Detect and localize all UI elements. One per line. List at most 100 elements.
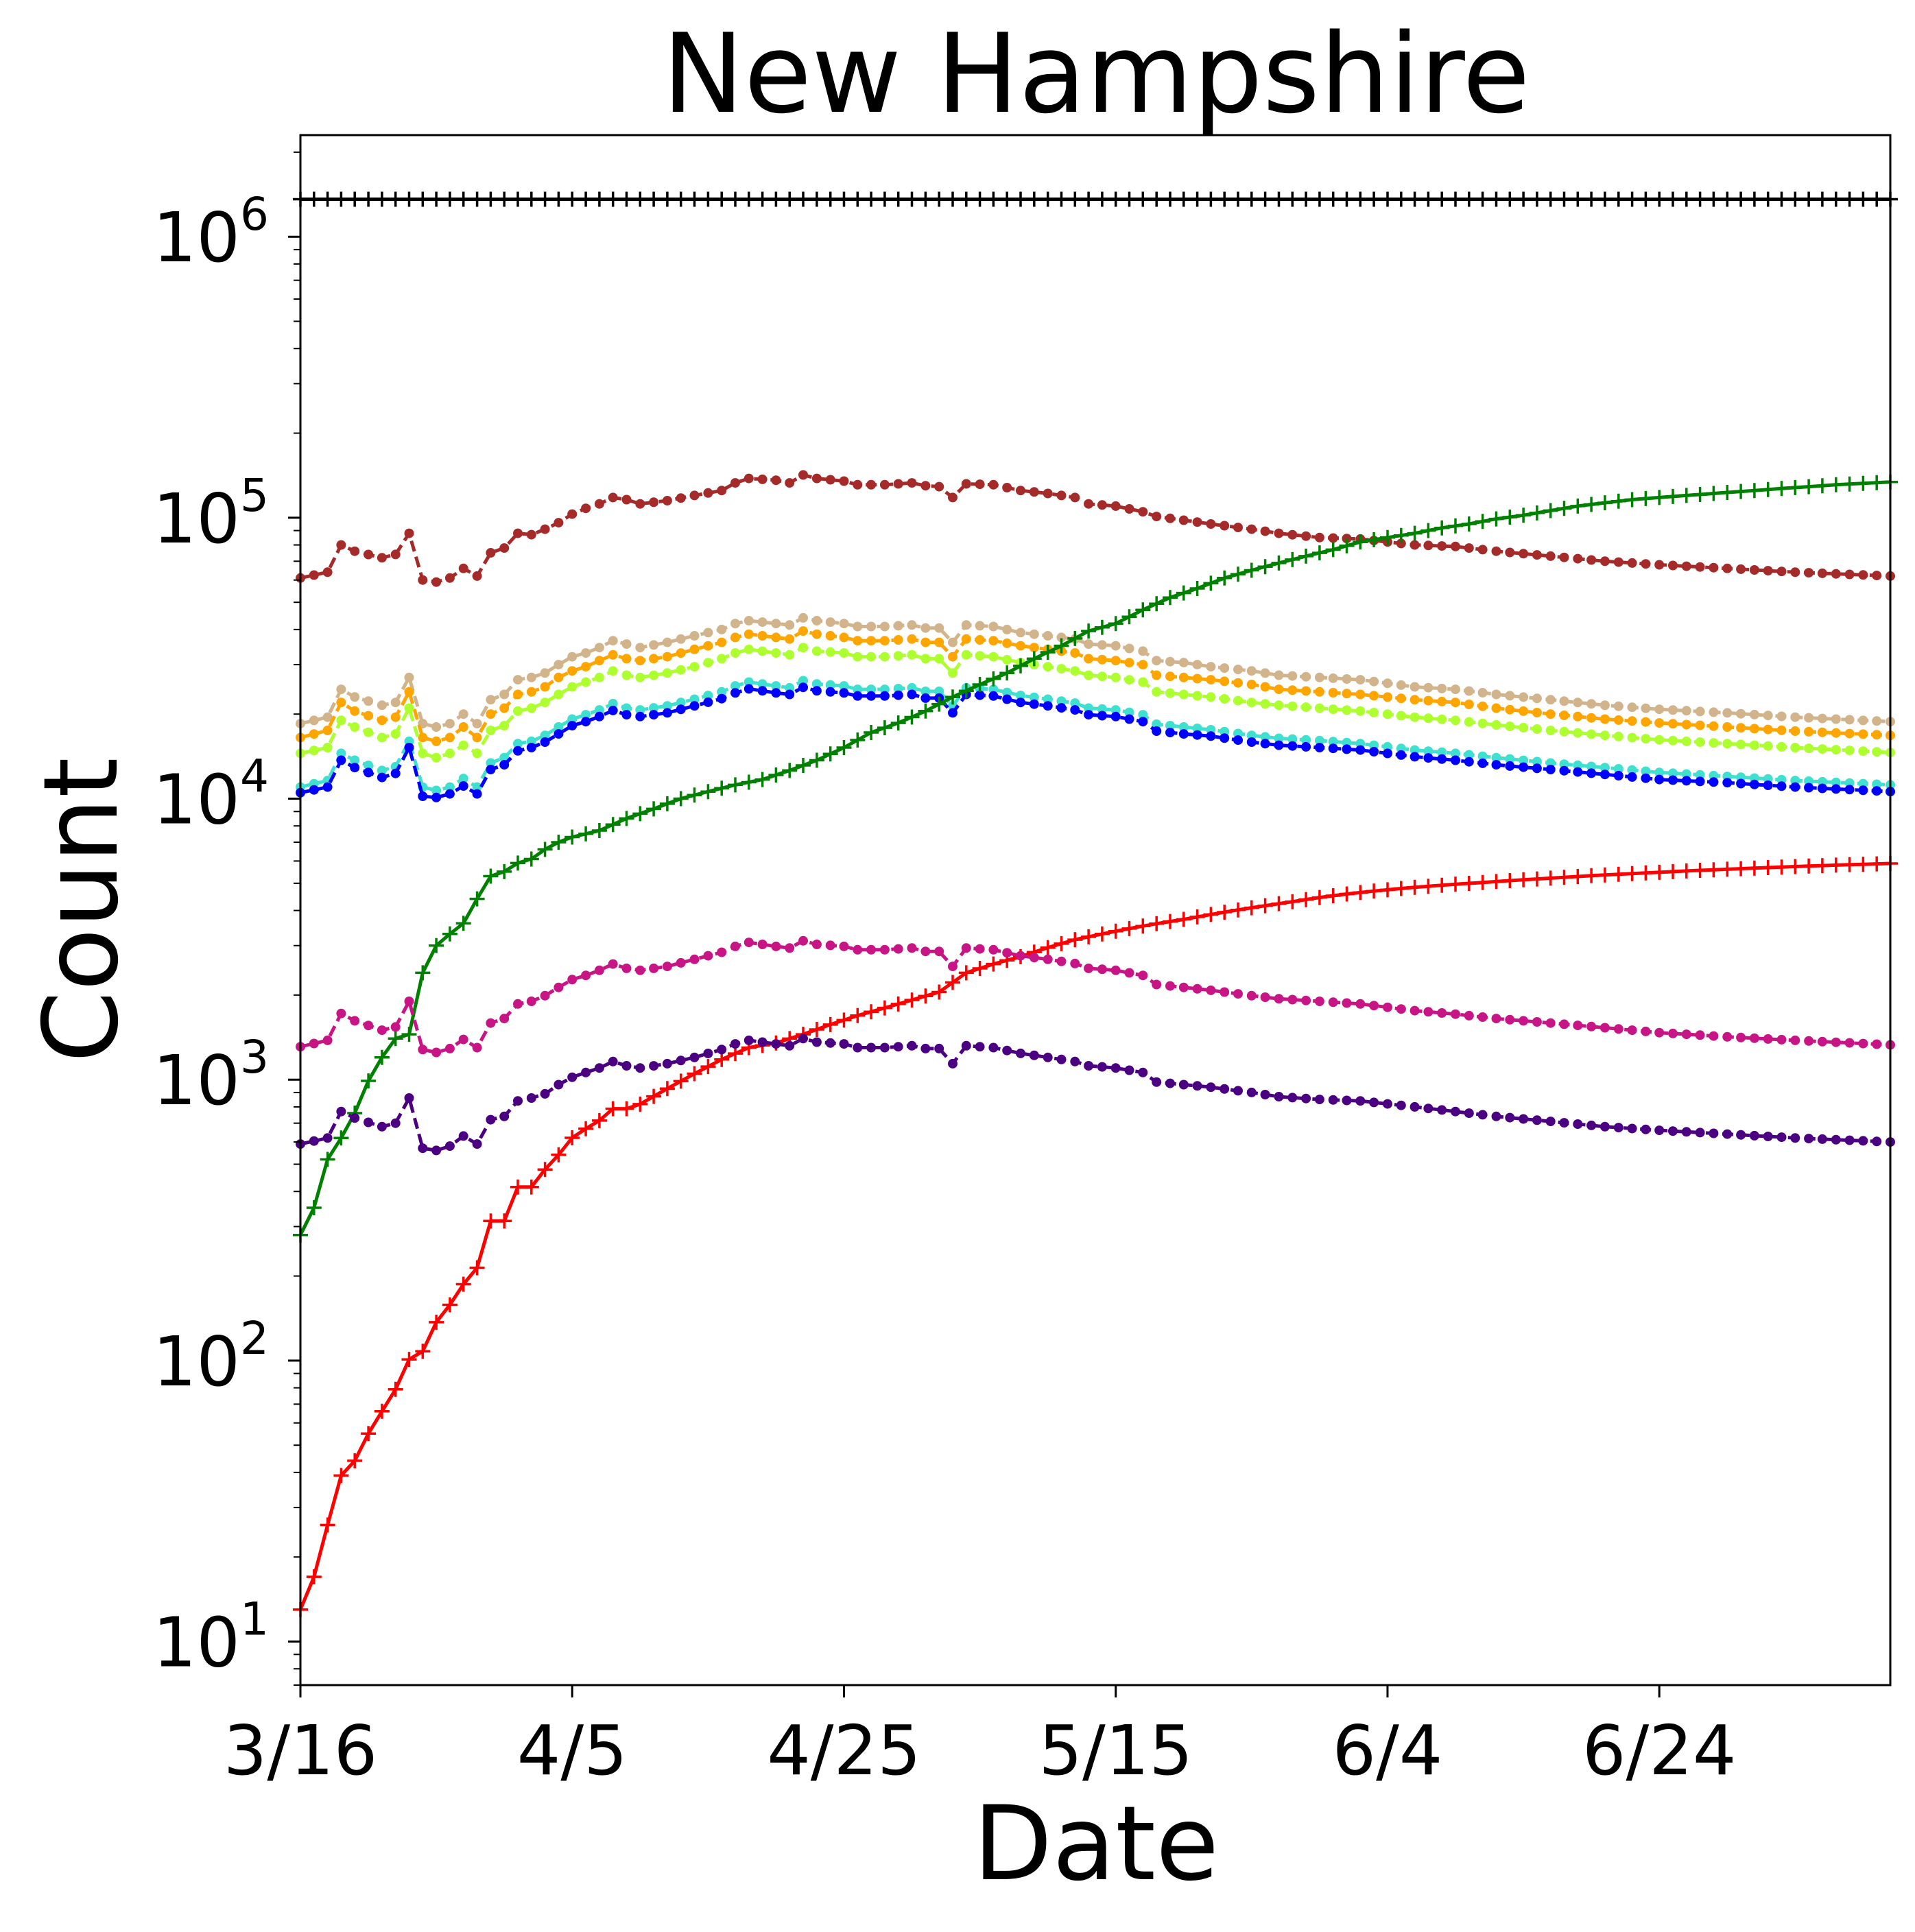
series-blue-point (1872, 786, 1882, 796)
series-orange-point (458, 722, 468, 732)
series-red-point (986, 956, 1001, 972)
series-turquoise-point (689, 694, 700, 704)
series-blue-point (1423, 753, 1434, 763)
series-purple-point (1246, 1087, 1257, 1097)
series-brown-point (1654, 560, 1665, 570)
series-tan-point (1124, 643, 1134, 654)
series-blue-point (893, 690, 903, 700)
series-greenyellow-point (1573, 728, 1583, 738)
series-greenyellow-point (336, 715, 346, 726)
series-red-point (1230, 902, 1246, 918)
series-brown-point (771, 475, 781, 486)
series-magenta-point (486, 1018, 496, 1028)
series-population-point (306, 191, 322, 207)
series-magenta-point (526, 997, 536, 1006)
series-population-point (1203, 191, 1219, 207)
series-magenta-point (1152, 979, 1162, 990)
series-population-point (687, 191, 702, 207)
series-purple-point (1654, 1125, 1665, 1136)
series-turquoise-point (635, 705, 645, 715)
series-brown-point (540, 524, 550, 534)
series-greenyellow-point (458, 740, 468, 750)
series-green-point (1488, 511, 1504, 527)
series-orange-point (1192, 673, 1202, 684)
series-magenta-point (975, 944, 985, 954)
series-brown-point (934, 481, 944, 492)
series-blue-point (662, 708, 672, 718)
series-magenta-point (1464, 1010, 1474, 1021)
series-turquoise-point (730, 681, 740, 691)
series-purple-point (1383, 1099, 1392, 1109)
series-purple-point (948, 1058, 958, 1069)
series-red-point (918, 988, 933, 1004)
series-orange-point (1817, 727, 1827, 737)
series-blue-point (513, 746, 523, 756)
series-brown-point (1491, 546, 1501, 556)
series-red-point (1706, 862, 1722, 878)
series-brown (296, 470, 1895, 587)
series-blue-point (1056, 703, 1067, 713)
series-turquoise-point (1586, 761, 1597, 772)
series-brown-point (1627, 558, 1637, 568)
series-red-point (1529, 871, 1545, 887)
series-red-point (1203, 907, 1219, 922)
series-population-point (850, 191, 866, 207)
series-greenyellow-point (920, 654, 931, 664)
series-greenyellow-point (1260, 699, 1270, 709)
series-population-point (1610, 191, 1626, 207)
series-brown-point (526, 529, 536, 540)
series-red-point (1610, 866, 1626, 882)
series-red-point (877, 1000, 892, 1016)
series-greenyellow-point (486, 726, 496, 735)
series-red-point (1081, 929, 1097, 944)
series-turquoise-point (513, 739, 523, 749)
series-blue-point (350, 763, 360, 773)
series-orange-point (1383, 692, 1392, 702)
series-magenta-point (1586, 1021, 1597, 1031)
series-magenta-point (309, 1038, 319, 1049)
series-brown-point (1804, 568, 1814, 578)
series-blue-point (1477, 758, 1488, 768)
series-greenyellow-point (879, 652, 890, 662)
series-blue-point (1274, 740, 1284, 750)
series-greenyellow-point (1070, 666, 1080, 676)
series-greenyellow-point (1477, 718, 1488, 728)
series-tan-point (1002, 624, 1012, 634)
series-brown-point (1110, 501, 1121, 511)
series-tan-point (1355, 675, 1366, 685)
series-green-point (1692, 487, 1708, 502)
series-orange-point (988, 636, 999, 646)
series-brown-point (649, 497, 659, 508)
series-purple-point (1464, 1108, 1474, 1119)
series-green-point (1026, 651, 1042, 667)
series-red-point (591, 1112, 607, 1128)
series-greenyellow (296, 643, 1895, 763)
series-green-point (1339, 538, 1355, 553)
series-red-point (1420, 879, 1436, 894)
series-blue-point (377, 772, 387, 783)
series-population-point (605, 191, 621, 207)
series-red-point (809, 1022, 824, 1037)
series-blue-point (757, 686, 768, 696)
series-green-point (537, 842, 553, 857)
series-greenyellow-point (1858, 746, 1868, 756)
series-magenta-point (1138, 970, 1148, 981)
chart-title: New Hampshire (662, 10, 1530, 138)
series-population-point (1733, 191, 1749, 207)
series-purple-point (1790, 1133, 1800, 1143)
series-brown-point (1844, 569, 1855, 580)
series-purple-point (1097, 1062, 1107, 1072)
series-tan-point (676, 634, 686, 644)
series-greenyellow-point (689, 662, 700, 672)
series-orange-point (975, 635, 985, 645)
series-red-point (1556, 870, 1572, 885)
series-red-point (972, 961, 988, 976)
series-greenyellow-point (730, 648, 740, 658)
series-turquoise-point (1872, 779, 1882, 789)
series-magenta-point (744, 938, 754, 948)
series-orange-point (1178, 672, 1189, 682)
series-greenyellow-point (309, 746, 319, 756)
series-orange-point (1274, 684, 1284, 695)
series-greenyellow-point (1736, 739, 1746, 750)
series-magenta-point (961, 943, 971, 953)
